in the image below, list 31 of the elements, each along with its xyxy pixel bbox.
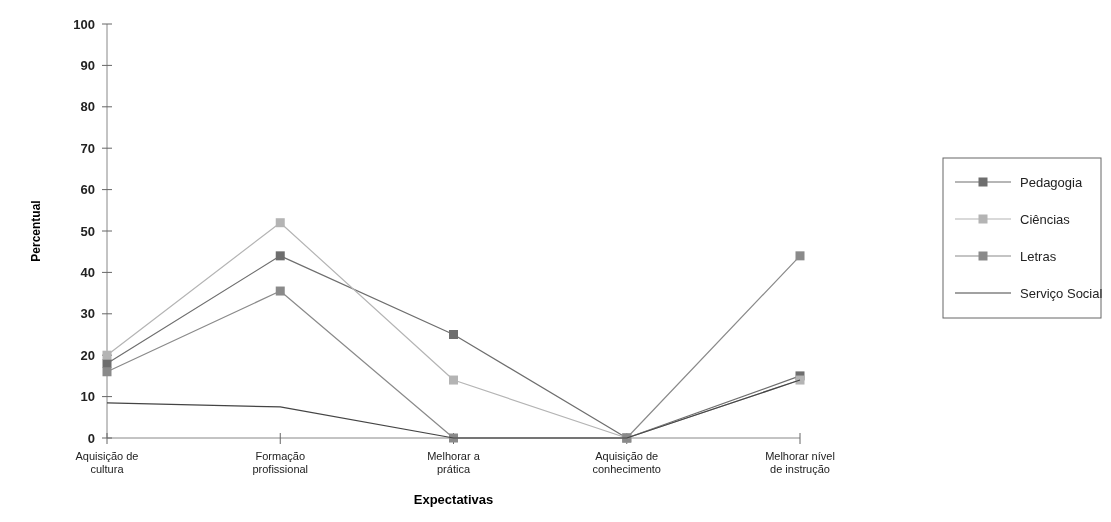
- legend-label: Serviço Social: [1020, 285, 1103, 301]
- point: [795, 375, 805, 385]
- y-tick-label: 30: [80, 306, 95, 322]
- legend-label: Ciências: [1020, 211, 1071, 227]
- point: [102, 367, 112, 377]
- y-tick-label: 70: [80, 140, 95, 156]
- y-tick-label: 100: [73, 16, 95, 32]
- y-tick-label: 60: [80, 182, 95, 198]
- x-tick-label: Melhorar a prática: [427, 450, 481, 475]
- point: [275, 218, 285, 228]
- y-tick-label: 50: [80, 223, 95, 239]
- y-tick-label: 0: [87, 430, 95, 446]
- legend-label: Letras: [1020, 248, 1057, 264]
- x-tick-label: Melhorar nível de instrução: [765, 450, 835, 475]
- x-axis-title: Expectativas: [413, 492, 494, 507]
- y-axis-title: Percentual: [29, 200, 43, 262]
- y-tick-label: 40: [80, 264, 95, 280]
- point: [795, 251, 805, 261]
- point: [275, 286, 285, 296]
- x-tick-label: Formação profissional: [252, 450, 309, 475]
- point: [449, 330, 458, 339]
- y-tick-label: 90: [80, 57, 95, 73]
- y-tick-label: 80: [80, 99, 95, 115]
- y-tick-label: 20: [80, 347, 95, 363]
- legend-label: Pedagogia: [1020, 174, 1083, 190]
- y-tick-label: 10: [80, 389, 95, 405]
- x-tick-label: Aquisição de conhecimento: [592, 450, 661, 475]
- point: [102, 350, 112, 360]
- point: [449, 375, 458, 385]
- x-tick-label: Aquisição de cultura: [75, 450, 139, 475]
- point: [275, 251, 285, 261]
